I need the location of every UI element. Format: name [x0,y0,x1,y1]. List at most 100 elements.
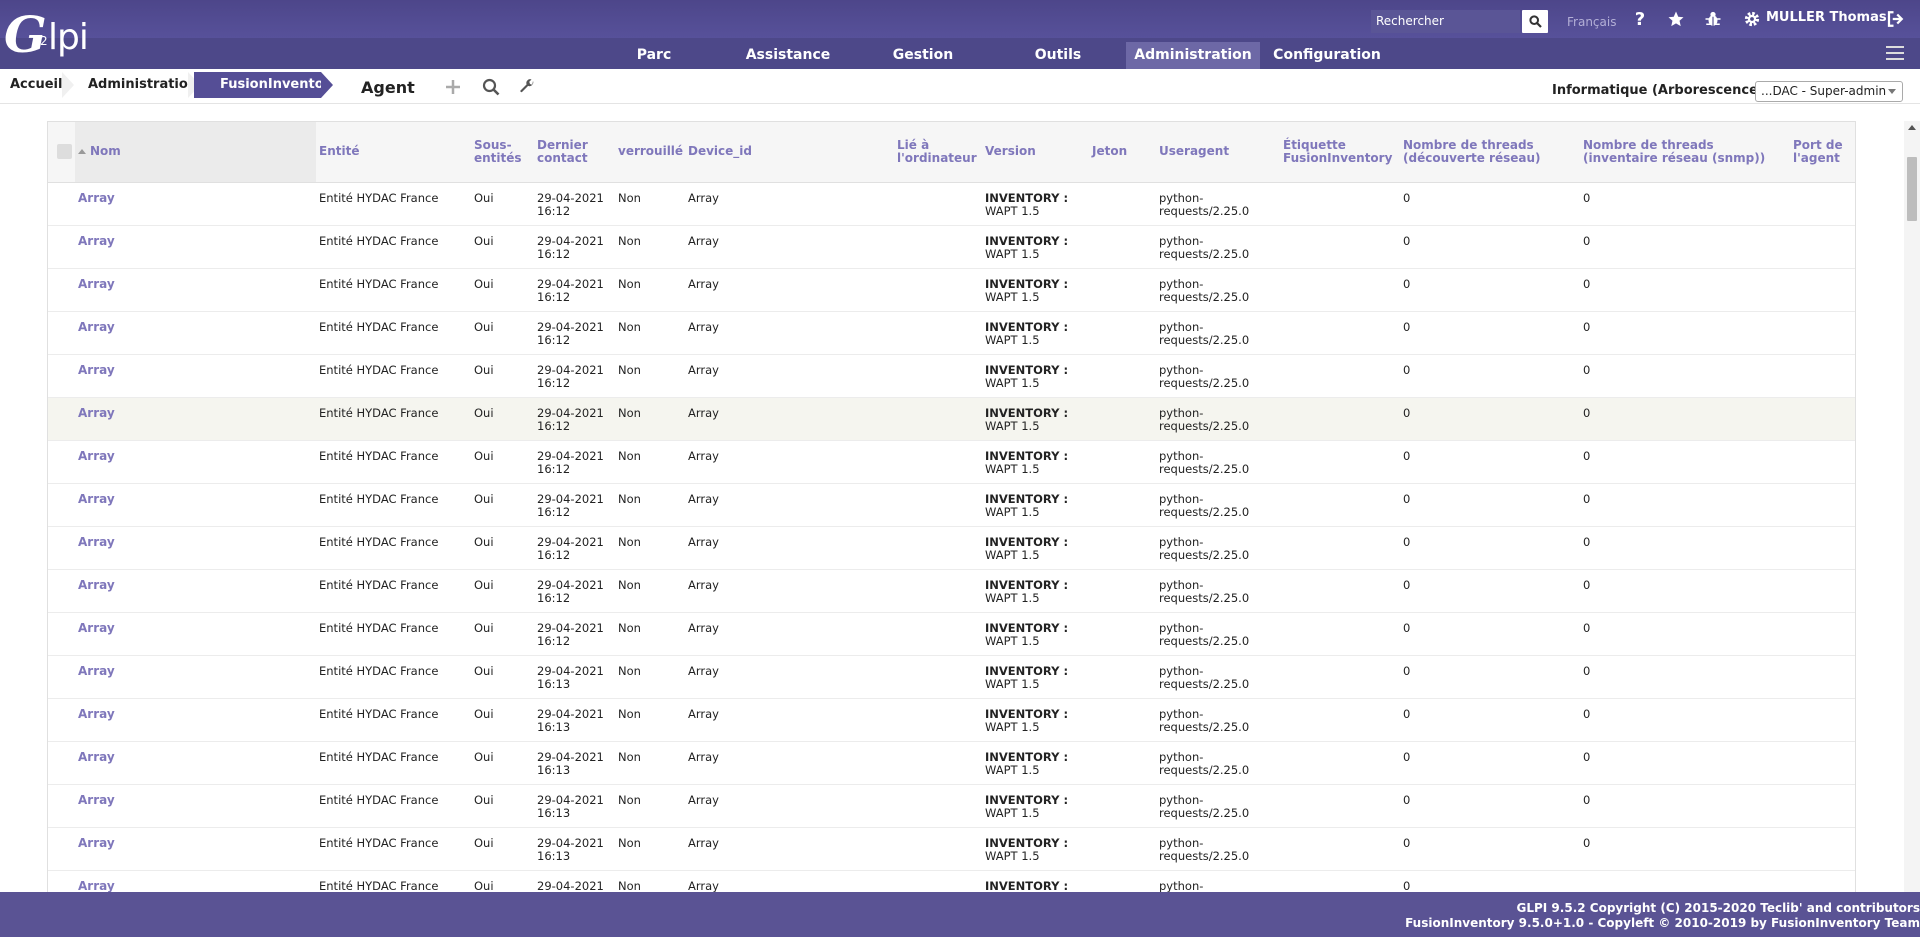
table-row[interactable]: Array Entité HYDAC France Oui 29-04-2021 16:… [48,741,1855,784]
debug-bug-icon[interactable] [1703,9,1723,29]
table-row[interactable]: Array Entité HYDAC France Oui 29-04-2021 16:… [48,526,1855,569]
column-header-threads-decouverte[interactable]: Nombre de threads (découverte réseau) [1400,122,1580,183]
breadcrumb-accueil[interactable]: Accueil [0,72,74,98]
column-header-device-id[interactable]: Device_id [685,122,894,183]
help-icon[interactable]: ? [1634,8,1646,30]
agent-name-link[interactable]: Array [78,878,115,892]
cell-nom[interactable]: Array [75,268,316,311]
table-row[interactable]: Array Entité HYDAC France Oui 29-04-2021 16:… [48,483,1855,526]
table-row[interactable]: Array Entité HYDAC France Oui 29-04-2021 16:… [48,311,1855,354]
search-icon[interactable] [480,76,502,98]
wrench-icon[interactable] [516,76,538,98]
cell-version: INVENTORY : WAPT 1.5 [982,397,1089,440]
cell-nom[interactable]: Array [75,741,316,784]
agent-name-link[interactable]: Array [78,405,115,420]
agent-name-link[interactable]: Array [78,190,115,205]
column-header-etiquette[interactable]: Étiquette FusionInventory [1280,122,1400,183]
menu-gestion[interactable]: Gestion [892,47,954,63]
agent-name-link[interactable]: Array [78,491,115,506]
agent-name-link[interactable]: Array [78,620,115,635]
menu-assistance[interactable]: Assistance [745,47,831,63]
cell-nom[interactable]: Array [75,784,316,827]
table-row[interactable]: Array Entité HYDAC France Oui 29-04-2021 16:… [48,440,1855,483]
table-row[interactable]: Array Entité HYDAC France Oui 29-04-2021 16:… [48,225,1855,268]
agent-name-link[interactable]: Array [78,663,115,678]
menu-administration[interactable]: Administration [1126,42,1260,69]
cell-nom[interactable]: Array [75,354,316,397]
column-header-useragent[interactable]: Useragent [1156,122,1280,183]
breadcrumb-administration[interactable]: Administration [78,72,200,98]
cell-nom[interactable]: Array [75,655,316,698]
gear-icon[interactable] [1742,9,1762,29]
cell-nom[interactable]: Array [75,827,316,870]
cell-nom[interactable]: Array [75,483,316,526]
table-row[interactable]: Array Entité HYDAC France Oui 29-04-2021 16:… [48,612,1855,655]
agent-name-link[interactable]: Array [78,362,115,377]
menu-configuration[interactable]: Configuration [1273,47,1381,63]
column-header-verrouille[interactable]: verrouillé [615,122,685,183]
cell-nom[interactable]: Array [75,225,316,268]
cell-nom[interactable]: Array [75,311,316,354]
agent-name-link[interactable]: Array [78,534,115,549]
table-row[interactable]: Array Entité HYDAC France Oui 29-04-2021 16:… [48,655,1855,698]
main-menu: Parc Assistance Gestion Outils Administr… [0,42,1920,69]
cell-nom[interactable]: Array [75,526,316,569]
column-header-version[interactable]: Version [982,122,1089,183]
cell-nom[interactable]: Array [75,440,316,483]
hamburger-menu-icon[interactable] [1886,46,1904,62]
glpi-logo[interactable]: G 2 lpi [4,4,99,64]
agent-name-link[interactable]: Array [78,276,115,291]
cell-nom[interactable]: Array [75,182,316,225]
table-row[interactable]: Array Entité HYDAC France Oui 29-04-2021 16:… [48,182,1855,225]
breadcrumb-fusioninventory[interactable]: FusionInventory [194,72,339,98]
scroll-up-arrow-icon[interactable] [1908,125,1916,130]
footer-copyright-glpi[interactable]: GLPI 9.5.2 Copyright (C) 2015-2020 Tecli… [1516,901,1920,915]
agent-name-link[interactable]: Array [78,835,115,850]
cell-nom[interactable]: Array [75,569,316,612]
column-header-threads-inventaire[interactable]: Nombre de threads (inventaire réseau (sn… [1580,122,1790,183]
column-header-sous-entites[interactable]: Sous-entités [471,122,534,183]
menu-outils[interactable]: Outils [1034,47,1082,63]
table-row[interactable]: Array Entité HYDAC France Oui 29-04-2021 Non… [48,870,1855,892]
agent-name-link[interactable]: Array [78,319,115,334]
agent-name-link[interactable]: Array [78,792,115,807]
useragent-line1: python- [1159,749,1204,764]
entity-selector[interactable]: Informatique (Arborescence) [1552,83,1764,98]
language-selector[interactable]: Français [1567,15,1617,29]
table-row[interactable]: Array Entité HYDAC France Oui 29-04-2021 16:… [48,784,1855,827]
column-header-port[interactable]: Port de l'agent [1790,122,1855,183]
bookmark-star-icon[interactable] [1666,9,1686,29]
search-input[interactable]: Rechercher [1371,10,1520,33]
table-row[interactable]: Array Entité HYDAC France Oui 29-04-2021 16:… [48,698,1855,741]
column-header-lie-ordinateur[interactable]: Lié à l'ordinateur [894,122,982,183]
table-row[interactable]: Array Entité HYDAC France Oui 29-04-2021 16:… [48,397,1855,440]
agent-name-link[interactable]: Array [78,577,115,592]
cell-nom[interactable]: Array [75,870,316,892]
footer-copyright-fusioninventory[interactable]: FusionInventory 9.5.0+1.0 - Copyleft © 2… [1405,916,1920,930]
cell-nom[interactable]: Array [75,612,316,655]
table-row[interactable]: Array Entité HYDAC France Oui 29-04-2021 16:… [48,827,1855,870]
column-header-dernier-contact[interactable]: Dernier contact [534,122,615,183]
column-header-entite[interactable]: Entité [316,122,471,183]
device-id-value: Array [688,749,719,764]
agent-name-link[interactable]: Array [78,448,115,463]
logout-icon[interactable] [1885,9,1905,29]
scrollbar-thumb[interactable] [1907,157,1917,221]
column-header-jeton[interactable]: Jeton [1089,122,1156,183]
profile-select[interactable]: ...DAC - Super-admin [1755,81,1903,102]
agent-name-link[interactable]: Array [78,749,115,764]
vertical-scrollbar[interactable] [1904,121,1920,892]
table-row[interactable]: Array Entité HYDAC France Oui 29-04-2021 16:… [48,569,1855,612]
agent-name-link[interactable]: Array [78,233,115,248]
cell-nom[interactable]: Array [75,698,316,741]
cell-nom[interactable]: Array [75,397,316,440]
table-row[interactable]: Array Entité HYDAC France Oui 29-04-2021 16:… [48,354,1855,397]
menu-parc[interactable]: Parc [636,47,672,63]
table-row[interactable]: Array Entité HYDAC France Oui 29-04-2021 16:… [48,268,1855,311]
add-plus-icon[interactable] [442,76,464,98]
agent-name-link[interactable]: Array [78,706,115,721]
column-header-nom[interactable]: Nom [75,122,316,183]
user-menu[interactable]: MULLER Thomas [1766,10,1887,25]
select-all-checkbox[interactable] [57,144,72,160]
search-button[interactable] [1522,10,1548,33]
